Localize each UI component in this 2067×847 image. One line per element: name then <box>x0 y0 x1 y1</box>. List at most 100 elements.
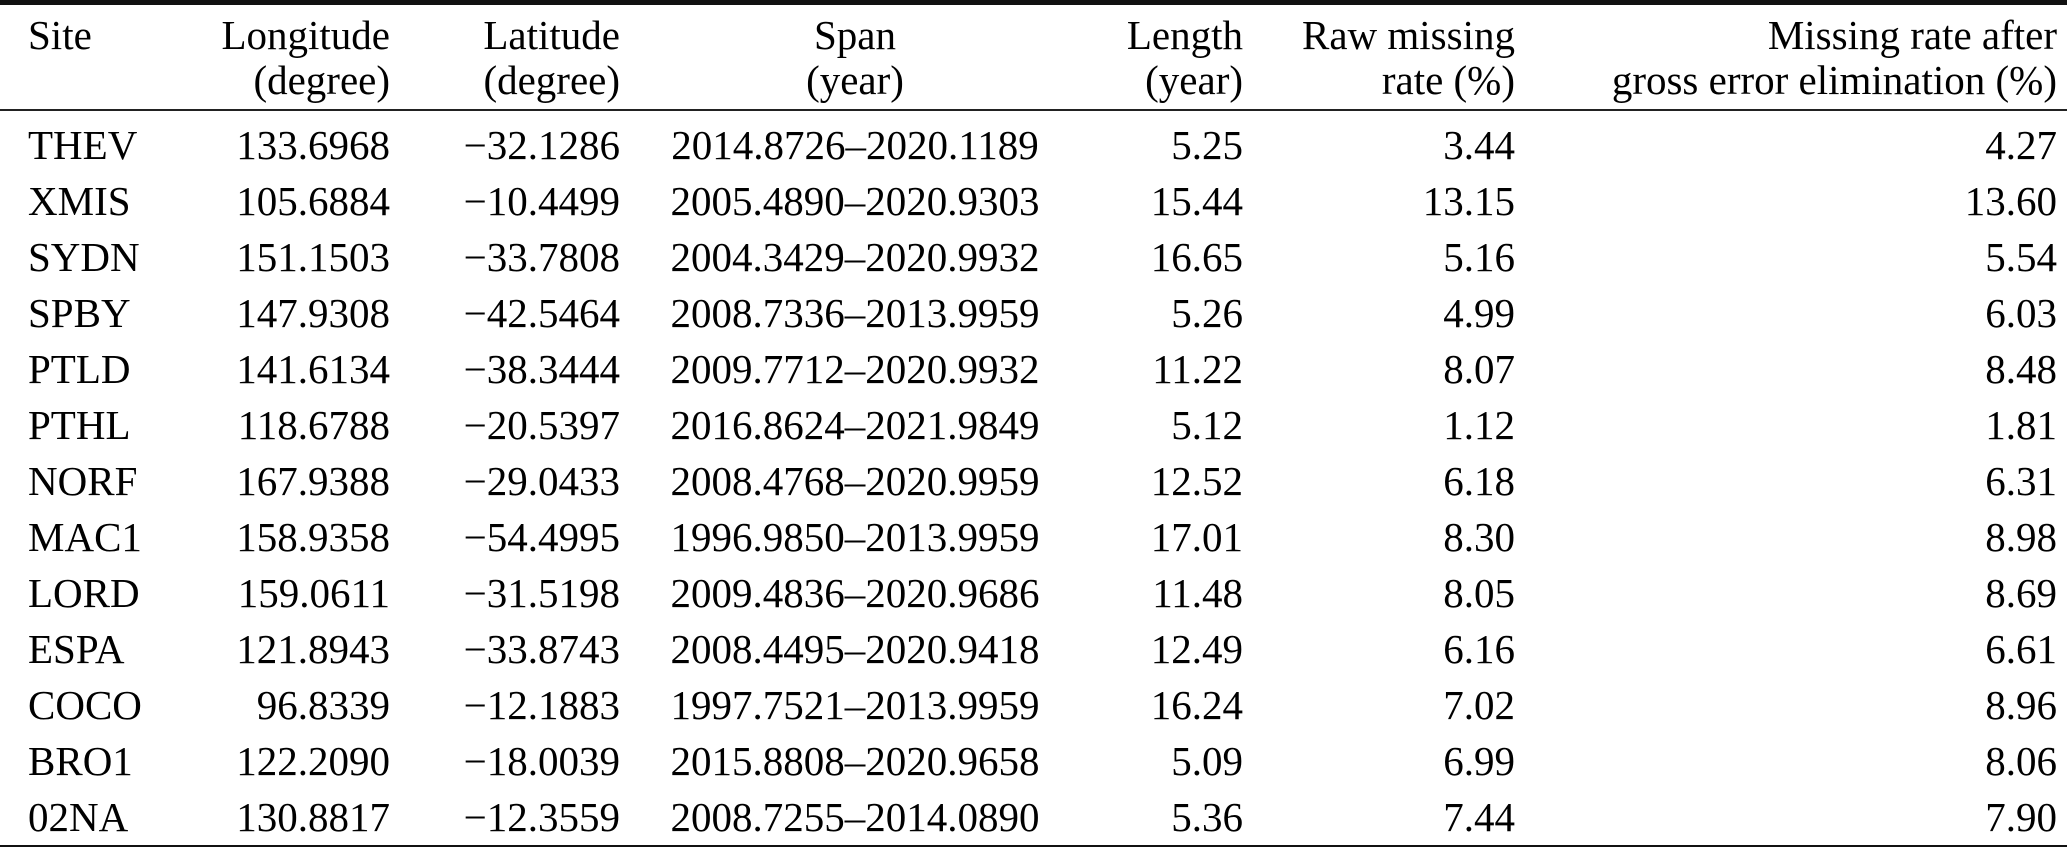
cell-length: 5.12 <box>1171 402 1243 448</box>
cell-longitude: 167.9388 <box>236 458 390 504</box>
cell-span: 2008.4495–2020.9418 <box>670 626 1040 672</box>
cell-latitude: −10.4499 <box>463 178 620 224</box>
cell-span: 2015.8808–2020.9658 <box>670 738 1040 784</box>
table-row: BRO1 122.2090 −18.0039 2015.8808–2020.9658 5… <box>0 733 2067 789</box>
cell-missing_after: 1.81 <box>1985 402 2057 448</box>
cell-span: 1997.7521–2013.9959 <box>670 682 1040 728</box>
cell-length: 17.01 <box>1150 514 1243 560</box>
header-raw-missing-rate-line1: Raw missing <box>1302 12 1515 58</box>
cell-site: BRO1 <box>28 738 133 784</box>
cell-span: 2008.7255–2014.0890 <box>670 794 1040 840</box>
cell-span: 2009.4836–2020.9686 <box>670 570 1040 616</box>
cell-site: LORD <box>28 570 140 616</box>
cell-missing_after: 7.90 <box>1985 794 2057 840</box>
cell-span: 2016.8624–2021.9849 <box>670 402 1040 448</box>
cell-span: 2004.3429–2020.9932 <box>670 234 1040 280</box>
header-missing-rate-after: Missing rate after gross error eliminati… <box>1515 2 2067 111</box>
table-row: MAC1 158.9358 −54.4995 1996.9850–2013.9959 1… <box>0 509 2067 565</box>
table-row: COCO 96.8339 −12.1883 1997.7521–2013.9959 16… <box>0 677 2067 733</box>
cell-missing_after: 6.03 <box>1985 290 2057 336</box>
table-row: THEV 133.6968 −32.1286 2014.8726–2020.1189 5… <box>0 110 2067 173</box>
cell-longitude: 96.8339 <box>256 682 390 728</box>
cell-longitude: 151.1503 <box>236 234 390 280</box>
header-latitude-line2: (degree) <box>483 57 620 103</box>
header-longitude-line1: Longitude <box>221 12 390 58</box>
cell-site: PTLD <box>28 346 131 392</box>
cell-length: 16.24 <box>1150 682 1243 728</box>
cell-latitude: −31.5198 <box>463 570 620 616</box>
cell-longitude: 133.6968 <box>236 122 390 168</box>
cell-latitude: −54.4995 <box>463 514 620 560</box>
header-site: Site <box>0 2 150 111</box>
header-span: Span (year) <box>620 2 1090 111</box>
cell-length: 15.44 <box>1150 178 1243 224</box>
cell-span: 2014.8726–2020.1189 <box>671 122 1039 168</box>
cell-longitude: 121.8943 <box>236 626 390 672</box>
table-header: Site Longitude (degree) Latitude (degree… <box>0 2 2067 111</box>
cell-longitude: 141.6134 <box>236 346 390 392</box>
cell-longitude: 122.2090 <box>236 738 390 784</box>
cell-site: XMIS <box>28 178 131 224</box>
header-missing-rate-after-line2: gross error elimination (%) <box>1611 57 2057 103</box>
cell-longitude: 118.6788 <box>237 402 390 448</box>
cell-site: PTHL <box>28 402 131 448</box>
table-row: LORD 159.0611 −31.5198 2009.4836–2020.9686 1… <box>0 565 2067 621</box>
header-length-line1: Length <box>1126 12 1243 58</box>
header-row: Site Longitude (degree) Latitude (degree… <box>0 2 2067 111</box>
cell-raw_missing: 6.16 <box>1443 626 1515 672</box>
cell-raw_missing: 6.18 <box>1443 458 1515 504</box>
header-latitude-line1: Latitude <box>483 12 620 58</box>
cell-site: THEV <box>28 122 138 168</box>
cell-missing_after: 8.96 <box>1985 682 2057 728</box>
cell-raw_missing: 13.15 <box>1422 178 1515 224</box>
cell-raw_missing: 8.05 <box>1443 570 1515 616</box>
cell-longitude: 158.9358 <box>236 514 390 560</box>
cell-length: 11.48 <box>1152 570 1243 616</box>
header-length-line2: (year) <box>1145 57 1243 103</box>
cell-missing_after: 8.06 <box>1985 738 2057 784</box>
header-raw-missing-rate-line2: rate (%) <box>1381 57 1515 103</box>
cell-missing_after: 8.98 <box>1985 514 2057 560</box>
header-span-line1: Span <box>814 12 896 58</box>
table-row: XMIS 105.6884 −10.4499 2005.4890–2020.9303 1… <box>0 173 2067 229</box>
cell-length: 5.25 <box>1171 122 1243 168</box>
cell-missing_after: 5.54 <box>1985 234 2057 280</box>
header-longitude: Longitude (degree) <box>150 2 390 111</box>
cell-raw_missing: 7.44 <box>1443 794 1515 840</box>
cell-site: MAC1 <box>28 514 142 560</box>
table-row: PTLD 141.6134 −38.3444 2009.7712–2020.9932 1… <box>0 341 2067 397</box>
cell-missing_after: 8.69 <box>1985 570 2057 616</box>
cell-longitude: 159.0611 <box>237 570 390 616</box>
cell-latitude: −29.0433 <box>463 458 620 504</box>
cell-raw_missing: 1.12 <box>1443 402 1515 448</box>
header-longitude-line2: (degree) <box>253 57 390 103</box>
cell-site: 02NA <box>28 794 129 840</box>
cell-latitude: −18.0039 <box>463 738 620 784</box>
table-row: SYDN 151.1503 −33.7808 2004.3429–2020.9932 1… <box>0 229 2067 285</box>
table-row: 02NA 130.8817 −12.3559 2008.7255–2014.0890 5… <box>0 789 2067 847</box>
cell-longitude: 105.6884 <box>236 178 390 224</box>
cell-site: NORF <box>28 458 138 504</box>
cell-raw_missing: 3.44 <box>1443 122 1515 168</box>
header-missing-rate-after-line1: Missing rate after <box>1767 12 2057 58</box>
cell-raw_missing: 4.99 <box>1443 290 1515 336</box>
cell-span: 2008.7336–2013.9959 <box>670 290 1040 336</box>
cell-length: 5.26 <box>1171 290 1243 336</box>
header-length: Length (year) <box>1090 2 1243 111</box>
cell-span: 1996.9850–2013.9959 <box>670 514 1040 560</box>
cell-site: COCO <box>28 682 142 728</box>
cell-site: SPBY <box>28 290 131 336</box>
table-row: PTHL 118.6788 −20.5397 2016.8624–2021.9849 5… <box>0 397 2067 453</box>
cell-latitude: −42.5464 <box>463 290 620 336</box>
header-site-line1: Site <box>28 12 92 58</box>
cell-missing_after: 6.61 <box>1985 626 2057 672</box>
cell-latitude: −38.3444 <box>463 346 620 392</box>
cell-latitude: −33.7808 <box>463 234 620 280</box>
cell-latitude: −12.1883 <box>463 682 620 728</box>
header-span-line2: (year) <box>806 57 904 103</box>
cell-span: 2008.4768–2020.9959 <box>670 458 1040 504</box>
cell-missing_after: 4.27 <box>1985 122 2057 168</box>
cell-missing_after: 6.31 <box>1985 458 2057 504</box>
